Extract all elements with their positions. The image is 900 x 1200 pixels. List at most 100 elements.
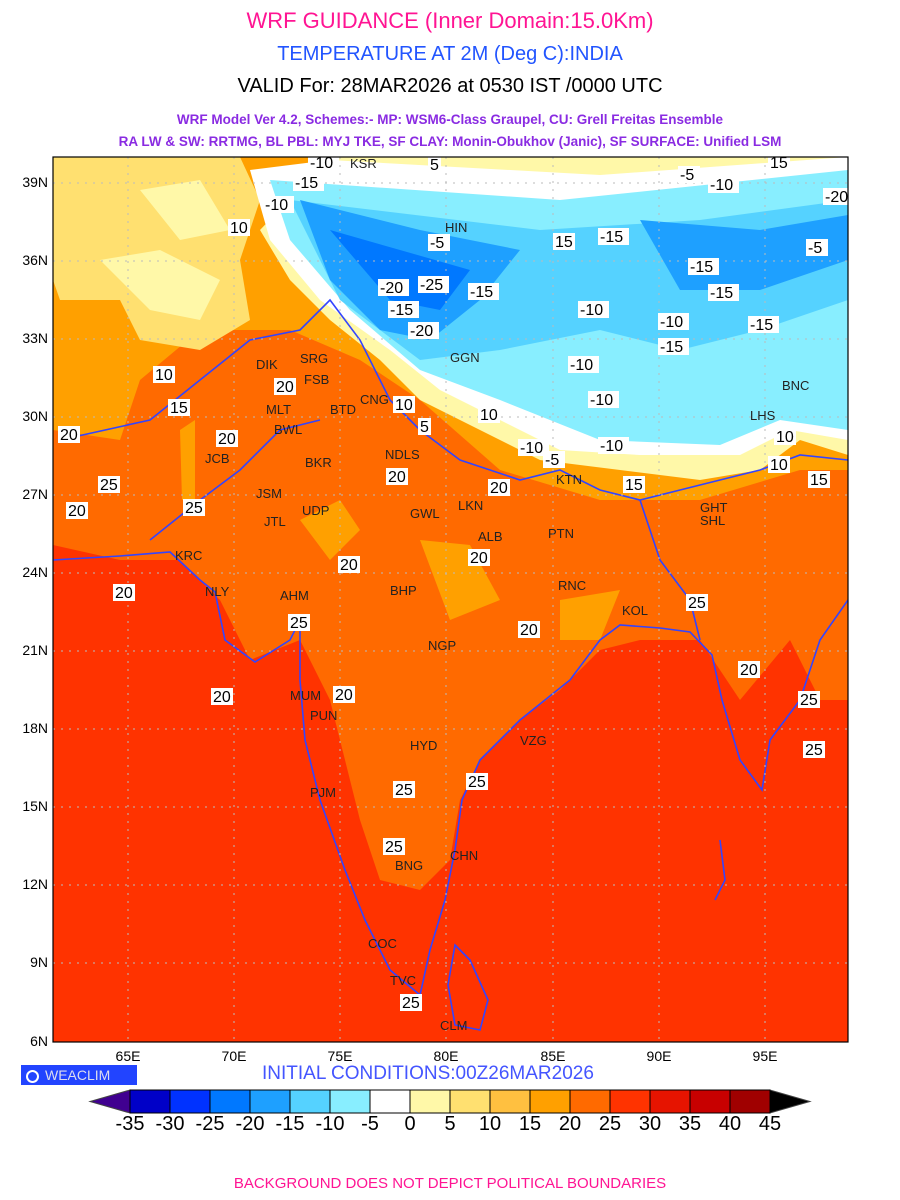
city-label: BNC xyxy=(782,378,809,393)
contour-label: -5 xyxy=(545,452,559,469)
city-label: BHP xyxy=(390,583,417,598)
contour-label-bg xyxy=(623,476,645,493)
contour-label-bg xyxy=(466,773,488,790)
contour-label: -15 xyxy=(710,285,733,302)
colorbar-label: 15 xyxy=(518,1113,542,1135)
lat-label: 12N xyxy=(22,876,48,892)
contour-label: -20 xyxy=(410,323,433,340)
contour-label: 20 xyxy=(335,687,353,704)
colorbar-swatch xyxy=(609,1089,651,1114)
contour-label-bg xyxy=(658,313,689,330)
lon-label: 65E xyxy=(115,1048,141,1064)
colorbar-swatch xyxy=(649,1089,691,1114)
contour-label-bg xyxy=(333,686,355,703)
colorbar-label: 30 xyxy=(638,1113,662,1135)
city-label: NDLS xyxy=(385,447,420,462)
contour-label-bg xyxy=(383,838,405,855)
colorbar-label: -5 xyxy=(361,1113,379,1135)
contour-label: 25 xyxy=(468,774,486,791)
contour-label: -10 xyxy=(520,440,543,457)
contour-label: -5 xyxy=(680,167,694,184)
contour-label: 20 xyxy=(520,622,538,639)
contour-label: -5 xyxy=(808,240,822,257)
lat-label: 24N xyxy=(22,564,48,580)
contour-label-bg xyxy=(468,283,499,300)
contour-label: -10 xyxy=(600,438,623,455)
contour-label-bg xyxy=(428,157,441,173)
contour-label-bg xyxy=(211,688,233,705)
city-label: HIN xyxy=(445,220,467,235)
contour-label: -15 xyxy=(660,339,683,356)
contour-label: 20 xyxy=(115,585,133,602)
city-label: BTD xyxy=(330,402,356,417)
lat-label: 9N xyxy=(30,954,48,970)
contour-label: -10 xyxy=(590,392,613,409)
contour-label: -25 xyxy=(420,277,443,294)
contour-label: -10 xyxy=(310,155,333,172)
colorbar-swatch xyxy=(529,1089,571,1114)
city-label: KRC xyxy=(175,548,202,563)
contour-label-bg xyxy=(588,391,619,408)
contour-label: 25 xyxy=(385,839,403,856)
contour-label: 20 xyxy=(276,379,294,396)
map-frame xyxy=(52,156,849,1043)
colorbar-label: -30 xyxy=(155,1113,185,1135)
contour-label: -5 xyxy=(430,235,444,252)
contour-label-bg xyxy=(274,378,296,395)
colorbar-under-arrow xyxy=(88,1089,131,1114)
contour-label-bg xyxy=(393,396,415,413)
model-schemes-line1: WRF Model Ver 4.2, Schemes:- MP: WSM6-Cl… xyxy=(176,112,724,127)
contour-label: -15 xyxy=(390,302,413,319)
contour-label-bg xyxy=(518,621,540,638)
contour-label-bg xyxy=(708,284,739,301)
contour-label-bg xyxy=(113,584,135,601)
contour-label-bg xyxy=(568,356,599,373)
city-label: KSR xyxy=(350,156,377,171)
weaclim-logo: WEACLIM xyxy=(21,1065,137,1085)
city-label: BNG xyxy=(395,858,423,873)
contour-label: 20 xyxy=(60,427,78,444)
copyright-icon xyxy=(26,1070,39,1083)
contour-label: 15 xyxy=(810,472,828,489)
band-15-20-patch xyxy=(180,420,620,640)
city-label: CHN xyxy=(450,848,478,863)
city-label: LHS xyxy=(750,408,776,423)
contour-label: -15 xyxy=(295,175,318,192)
contour-label-bg xyxy=(408,322,439,339)
contour-label: 20 xyxy=(490,480,508,497)
lon-label: 80E xyxy=(433,1048,459,1064)
contour-label-bg xyxy=(393,781,415,798)
contour-label: 10 xyxy=(155,367,173,384)
lon-label: 95E xyxy=(752,1048,778,1064)
contour-label: 20 xyxy=(340,557,358,574)
contour-label: 20 xyxy=(218,431,236,448)
contour-label-bg xyxy=(228,219,250,236)
logo-text: WEACLIM xyxy=(45,1067,111,1083)
contour-label: -10 xyxy=(710,177,733,194)
colorbar-swatch xyxy=(489,1089,531,1114)
contour-label-bg xyxy=(748,316,779,333)
lat-label: 30N xyxy=(22,408,48,424)
city-label: VZG xyxy=(520,733,547,748)
colorbar-label: 45 xyxy=(758,1113,782,1135)
contour-label-bg xyxy=(708,176,739,193)
lat-label: 21N xyxy=(22,642,48,658)
chart-subtitle: TEMPERATURE AT 2M (Deg C):INDIA xyxy=(277,43,623,65)
contour-label: 5 xyxy=(420,419,429,436)
city-label: LKN xyxy=(458,498,483,513)
lat-label: 6N xyxy=(30,1033,48,1049)
city-label: MUM xyxy=(290,688,321,703)
contour-label: 20 xyxy=(388,469,406,486)
contour-label: 15 xyxy=(625,477,643,494)
contour-label: -10 xyxy=(570,357,593,374)
contour-label-bg xyxy=(578,301,609,318)
city-label: HYD xyxy=(410,738,437,753)
contour-label: 25 xyxy=(800,692,818,709)
city-label: JCB xyxy=(205,451,230,466)
lon-label: 70E xyxy=(221,1048,247,1064)
contour-label-bg xyxy=(678,166,700,183)
colorbar-swatch xyxy=(729,1089,771,1114)
city-label: PTN xyxy=(548,526,574,541)
contour-label-bg xyxy=(58,426,80,443)
